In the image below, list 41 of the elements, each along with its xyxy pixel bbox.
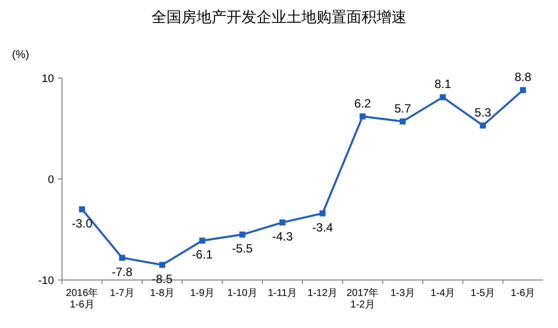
chart-title: 全国房地产开发企业土地购置面积增速 — [152, 9, 406, 26]
data-label: -3.0 — [72, 216, 93, 230]
point — [159, 262, 166, 268]
data-label: -5.5 — [232, 242, 254, 256]
data-label: -6.1 — [192, 248, 213, 262]
point — [119, 254, 126, 261]
data-label: -3.4 — [312, 220, 334, 234]
data-label: 8.8 — [514, 70, 532, 84]
data-label: -4.3 — [272, 229, 294, 244]
x-tick-label: 2016年 1-6月 — [66, 287, 98, 310]
x-tick-label: 2017年 1-2月 — [346, 287, 379, 310]
x-tick-label: 1-6月 — [510, 288, 536, 299]
x-tick-label: 1-12月 — [308, 288, 338, 299]
y-tick-label: -10 — [38, 275, 54, 287]
y-axis-title: (%) — [12, 49, 30, 61]
data-label: -7.8 — [112, 264, 133, 279]
point — [360, 113, 366, 120]
data-label: -8.5 — [152, 272, 173, 286]
point — [440, 94, 446, 100]
point — [320, 210, 326, 216]
x-tick-label: 1-8月 — [150, 288, 174, 299]
point — [199, 238, 206, 244]
x-tick-label: 1-10月 — [227, 288, 258, 299]
data-label: 6.2 — [354, 96, 372, 110]
point — [520, 87, 526, 94]
point — [400, 118, 406, 124]
x-tick-label: 1-4月 — [430, 288, 456, 299]
x-tick-label: 1-5月 — [470, 288, 496, 299]
point — [279, 219, 286, 226]
point — [239, 232, 246, 238]
x-tick-label: 1-3月 — [390, 288, 415, 299]
point — [480, 122, 486, 128]
x-tick-label: 1-11月 — [268, 288, 298, 299]
data-label: 8.1 — [434, 77, 452, 92]
x-tick-label: 1-7月 — [110, 288, 134, 299]
data-label: 5.7 — [394, 101, 412, 116]
point — [79, 206, 86, 212]
y-tick-label: 10 — [42, 73, 54, 85]
x-tick-label: 1-9月 — [190, 288, 215, 299]
y-tick-label: 0 — [48, 174, 54, 186]
data-label: 5.3 — [474, 105, 492, 120]
